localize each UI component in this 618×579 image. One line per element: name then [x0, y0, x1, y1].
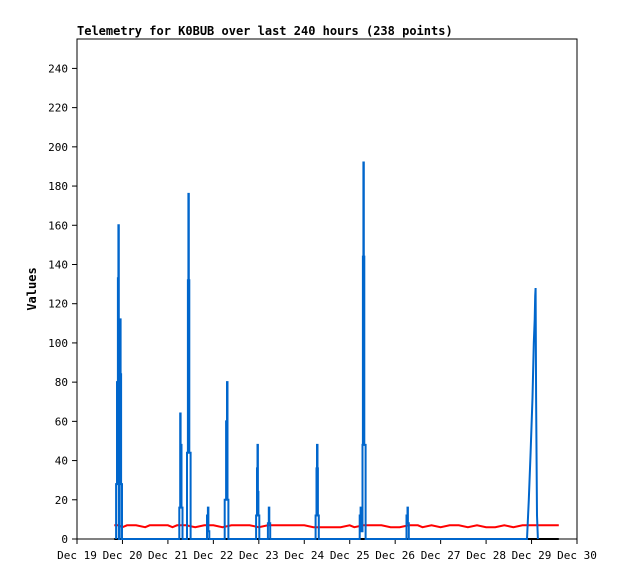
y-tick-label: 220: [48, 102, 68, 115]
y-tick-label: 20: [55, 494, 68, 507]
y-tick-label: 60: [55, 415, 68, 428]
y-tick-label: 120: [48, 298, 68, 311]
y-tick-label: 240: [48, 62, 68, 75]
x-tick-label: Dec 22: [193, 549, 233, 562]
x-tick-label: Dec 27: [421, 549, 461, 562]
x-tick-label: Dec 19: [57, 549, 97, 562]
y-tick-label: 80: [55, 376, 68, 389]
x-tick-label: Dec 20: [103, 549, 143, 562]
y-tick-label: 140: [48, 258, 68, 271]
y-tick-label: 160: [48, 219, 68, 232]
y-tick-label: 0: [61, 533, 68, 546]
x-tick-label: Dec 23: [239, 549, 279, 562]
y-tick-label: 40: [55, 455, 68, 468]
y-tick-label: 100: [48, 337, 68, 350]
x-tick-label: Dec 24: [284, 549, 324, 562]
x-tick-label: Dec 21: [148, 549, 188, 562]
x-tick-label: Dec 29: [512, 549, 552, 562]
plot-area: [76, 38, 578, 540]
series-line-3: [115, 161, 539, 540]
y-tick-label: 180: [48, 180, 68, 193]
series-line-2: [114, 524, 559, 529]
x-tick-label: Dec 26: [375, 549, 415, 562]
y-axis-label: Values: [25, 267, 39, 310]
x-axis: Dec 19 Dec 20 Dec 21 Dec 22 Dec 23 Dec 24 Dec …: [57, 539, 597, 562]
x-tick-label: Dec 30: [557, 549, 597, 562]
y-tick-label: 200: [48, 141, 68, 154]
y-axis: 0 20 40 60 80 100 120 140 160 180 200 220 240: [48, 62, 77, 546]
chart-title: Telemetry for K0BUB over last 240 hours …: [77, 24, 453, 38]
x-tick-label: Dec 25: [330, 549, 370, 562]
x-tick-label: Dec 28: [466, 549, 506, 562]
series-layer: [114, 161, 559, 540]
